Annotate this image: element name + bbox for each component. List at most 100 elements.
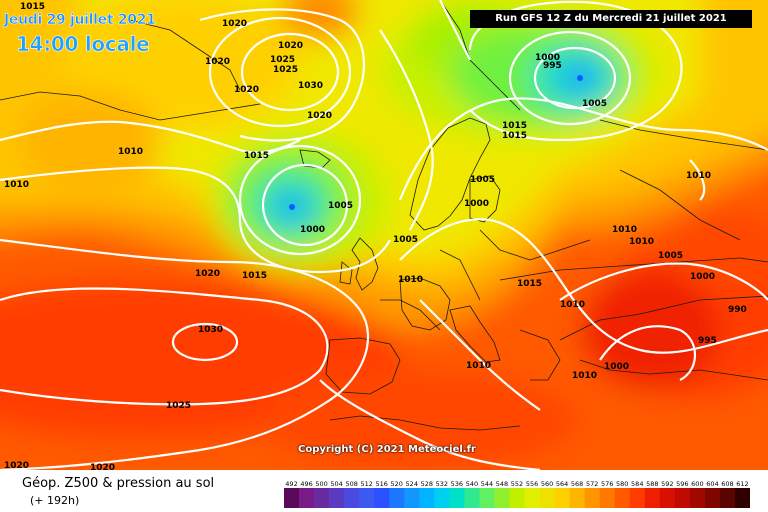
scale-swatch [674,488,691,508]
scale-swatch [404,488,420,508]
isobar-label: 1010 [629,237,654,247]
isobar-label: 1000 [464,199,489,209]
isobar-label: 1025 [166,401,191,411]
scale-label: 544 [481,480,493,488]
scale-swatch [659,488,676,508]
scale-swatch [599,488,616,508]
scale-label: 552 [511,480,523,488]
isobar-label: 1015 [242,271,267,281]
scale-swatch [479,488,495,508]
scale-label: 600 [691,480,703,488]
scale-swatch [644,488,661,508]
isobar-label: 1015 [517,279,542,289]
scale-label: 528 [421,480,433,488]
isobar-label: 990 [728,305,747,315]
isobar-label: 1010 [572,371,597,381]
isobar-label: 1010 [4,180,29,190]
isobar-label: 1020 [195,269,220,279]
scale-swatch [374,488,390,508]
isobar-label: 1005 [328,201,353,211]
copyright-label: Copyright (C) 2021 Meteociel.fr [298,444,476,455]
scale-swatch [494,488,510,508]
isobar-label: 1030 [298,81,323,91]
scale-label: 520 [391,480,403,488]
scale-label: 576 [601,480,613,488]
isobar-label: 1020 [222,19,247,29]
scale-label: 608 [721,480,733,488]
product-title: Géop. Z500 & pression au sol [22,476,215,491]
isobar-label: 1010 [612,225,637,235]
scale-swatch [554,488,570,508]
scale-swatch [539,488,555,508]
geopotential-field [0,0,768,470]
isobar-label: 1020 [205,57,230,67]
scale-swatch [704,488,721,508]
scale-swatch [734,488,750,508]
scale-swatch [299,488,315,508]
isobar-label: 1015 [244,151,269,161]
scale-swatch [434,488,450,508]
scale-label: 588 [646,480,658,488]
scale-label: 504 [330,480,342,488]
scale-label: 496 [300,480,312,488]
pressure-centers [289,75,583,210]
forecast-date: Jeudi 29 juillet 2021 [4,12,156,29]
isobar-label: 1010 [118,147,143,157]
scale-swatch [584,488,600,508]
scale-swatch [719,488,736,508]
color-scale-labels: 492 496 500 504 508 512 516 520 524 528 532 536 540 5… [285,480,748,488]
scale-label: 548 [496,480,508,488]
isobar-label: 1005 [658,251,683,261]
isobar-label: 1005 [470,175,495,185]
isobar-label: 1010 [686,171,711,181]
scale-label: 560 [541,480,553,488]
isobar-label: 1015 [20,2,45,12]
scale-label: 500 [315,480,327,488]
scale-swatch [419,488,435,508]
weather-map: 1015 1020 1020 1020 1025 1030 1025 1020 … [0,0,768,470]
scale-label: 604 [706,480,718,488]
color-scale [284,488,750,508]
scale-label: 580 [616,480,628,488]
isobar-label: 1030 [198,325,223,335]
scale-label: 492 [285,480,297,488]
isobar-label: 1010 [560,300,585,310]
isobar-label: 1020 [278,41,303,51]
isobar-label: 995 [543,61,562,71]
isobar-label: 1005 [582,99,607,109]
isobar-label: 1005 [393,235,418,245]
isobar-label: 1015 [502,131,527,141]
scale-label: 512 [360,480,372,488]
scale-swatch [629,488,646,508]
isobar-label: 1000 [300,225,325,235]
scale-swatch [449,488,465,508]
scale-swatch [344,488,360,508]
scale-label: 564 [556,480,568,488]
isobar-labels: 1015 1020 1020 1020 1025 1030 1025 1020 … [4,2,747,470]
scale-label: 596 [676,480,688,488]
scale-swatch [569,488,585,508]
forecast-horizon: (+ 192h) [30,494,80,507]
pressure-isobars [0,0,768,470]
scale-label: 612 [736,480,748,488]
isobar-label: 1020 [307,111,332,121]
scale-label: 540 [466,480,478,488]
isobar-label: 1025 [273,65,298,75]
scale-swatch [389,488,405,508]
borders [0,0,768,431]
model-run-label: Run GFS 12 Z du Mercredi 21 juillet 2021 [470,10,752,28]
scale-swatch [314,488,330,508]
isobar-label: 1025 [270,55,295,65]
isobar-label: 1015 [502,121,527,131]
scale-swatch [284,488,300,508]
scale-label: 556 [526,480,538,488]
scale-swatch [329,488,345,508]
scale-swatch [509,488,525,508]
isobar-label: 1020 [4,461,29,470]
forecast-time: 14:00 locale [16,32,150,57]
isobar-label: 995 [698,336,717,346]
scale-swatch [464,488,480,508]
scale-label: 592 [661,480,673,488]
isobar-label: 1010 [398,275,423,285]
scale-label: 508 [345,480,357,488]
